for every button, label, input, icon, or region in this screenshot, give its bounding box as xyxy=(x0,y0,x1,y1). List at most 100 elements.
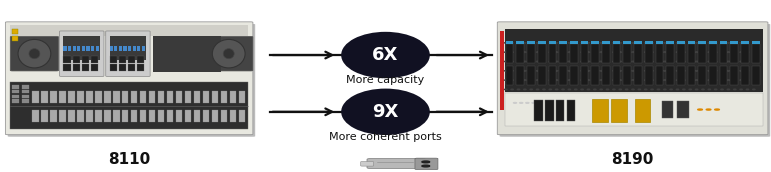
Circle shape xyxy=(524,89,526,90)
FancyBboxPatch shape xyxy=(12,95,19,98)
Circle shape xyxy=(706,109,711,110)
FancyBboxPatch shape xyxy=(591,66,599,85)
FancyBboxPatch shape xyxy=(63,46,66,51)
FancyBboxPatch shape xyxy=(86,91,93,103)
FancyBboxPatch shape xyxy=(567,99,575,121)
FancyBboxPatch shape xyxy=(634,41,641,44)
FancyBboxPatch shape xyxy=(10,36,59,71)
FancyBboxPatch shape xyxy=(613,66,621,85)
FancyBboxPatch shape xyxy=(230,110,236,122)
FancyBboxPatch shape xyxy=(741,41,749,44)
FancyBboxPatch shape xyxy=(133,46,136,51)
FancyBboxPatch shape xyxy=(59,31,104,76)
Circle shape xyxy=(752,61,755,62)
FancyBboxPatch shape xyxy=(538,41,546,44)
FancyBboxPatch shape xyxy=(95,91,102,103)
Text: 8110: 8110 xyxy=(108,152,150,168)
Ellipse shape xyxy=(341,32,430,78)
Circle shape xyxy=(715,89,717,90)
FancyBboxPatch shape xyxy=(203,91,209,103)
FancyBboxPatch shape xyxy=(119,64,126,71)
FancyBboxPatch shape xyxy=(238,110,245,122)
FancyBboxPatch shape xyxy=(10,25,248,36)
FancyBboxPatch shape xyxy=(688,44,695,63)
Circle shape xyxy=(613,89,615,90)
FancyBboxPatch shape xyxy=(137,64,144,71)
FancyBboxPatch shape xyxy=(517,66,524,85)
Text: 9X: 9X xyxy=(372,103,399,121)
FancyBboxPatch shape xyxy=(720,41,727,44)
Circle shape xyxy=(543,61,545,62)
FancyBboxPatch shape xyxy=(63,56,71,63)
FancyBboxPatch shape xyxy=(113,91,120,103)
FancyBboxPatch shape xyxy=(730,44,738,63)
Circle shape xyxy=(524,61,526,62)
FancyBboxPatch shape xyxy=(95,110,102,122)
FancyBboxPatch shape xyxy=(109,64,117,71)
FancyBboxPatch shape xyxy=(137,56,144,63)
Circle shape xyxy=(530,89,533,90)
FancyBboxPatch shape xyxy=(153,36,221,72)
FancyBboxPatch shape xyxy=(185,110,191,122)
Circle shape xyxy=(664,61,666,62)
FancyBboxPatch shape xyxy=(517,44,524,63)
Circle shape xyxy=(657,61,660,62)
FancyBboxPatch shape xyxy=(69,110,75,122)
FancyBboxPatch shape xyxy=(624,66,631,85)
FancyBboxPatch shape xyxy=(677,44,685,63)
Circle shape xyxy=(606,89,609,90)
FancyBboxPatch shape xyxy=(527,44,535,63)
FancyBboxPatch shape xyxy=(149,110,155,122)
FancyBboxPatch shape xyxy=(538,44,546,63)
Circle shape xyxy=(581,61,584,62)
Circle shape xyxy=(537,89,539,90)
FancyBboxPatch shape xyxy=(645,44,652,63)
FancyBboxPatch shape xyxy=(549,44,556,63)
FancyBboxPatch shape xyxy=(613,41,621,44)
Circle shape xyxy=(689,61,692,62)
FancyBboxPatch shape xyxy=(527,41,535,44)
FancyBboxPatch shape xyxy=(592,99,608,122)
FancyBboxPatch shape xyxy=(741,44,749,63)
FancyBboxPatch shape xyxy=(645,66,652,85)
Circle shape xyxy=(651,89,653,90)
FancyBboxPatch shape xyxy=(591,44,599,63)
Circle shape xyxy=(581,89,584,90)
FancyBboxPatch shape xyxy=(720,44,727,63)
FancyBboxPatch shape xyxy=(137,46,140,51)
Circle shape xyxy=(651,61,653,62)
Circle shape xyxy=(682,89,685,90)
FancyBboxPatch shape xyxy=(119,56,126,63)
FancyBboxPatch shape xyxy=(176,110,182,122)
FancyBboxPatch shape xyxy=(634,44,641,63)
Circle shape xyxy=(721,61,723,62)
FancyBboxPatch shape xyxy=(611,99,627,122)
FancyBboxPatch shape xyxy=(505,93,763,126)
FancyBboxPatch shape xyxy=(22,85,29,89)
FancyBboxPatch shape xyxy=(109,36,146,60)
FancyBboxPatch shape xyxy=(730,41,738,44)
FancyBboxPatch shape xyxy=(194,91,200,103)
FancyBboxPatch shape xyxy=(559,66,567,85)
FancyBboxPatch shape xyxy=(570,41,577,44)
FancyBboxPatch shape xyxy=(8,24,255,137)
FancyBboxPatch shape xyxy=(602,41,610,44)
FancyBboxPatch shape xyxy=(500,24,770,137)
FancyBboxPatch shape xyxy=(752,41,759,44)
FancyBboxPatch shape xyxy=(32,110,39,122)
Circle shape xyxy=(676,89,678,90)
FancyBboxPatch shape xyxy=(113,110,120,122)
FancyBboxPatch shape xyxy=(131,91,137,103)
Circle shape xyxy=(422,161,429,163)
Circle shape xyxy=(733,89,736,90)
FancyBboxPatch shape xyxy=(505,29,763,92)
Circle shape xyxy=(549,61,551,62)
FancyBboxPatch shape xyxy=(32,91,39,103)
FancyBboxPatch shape xyxy=(63,36,100,60)
FancyBboxPatch shape xyxy=(140,110,146,122)
Text: 8190: 8190 xyxy=(611,152,654,168)
Circle shape xyxy=(733,61,736,62)
Circle shape xyxy=(562,89,564,90)
Circle shape xyxy=(676,61,678,62)
FancyBboxPatch shape xyxy=(506,41,513,44)
